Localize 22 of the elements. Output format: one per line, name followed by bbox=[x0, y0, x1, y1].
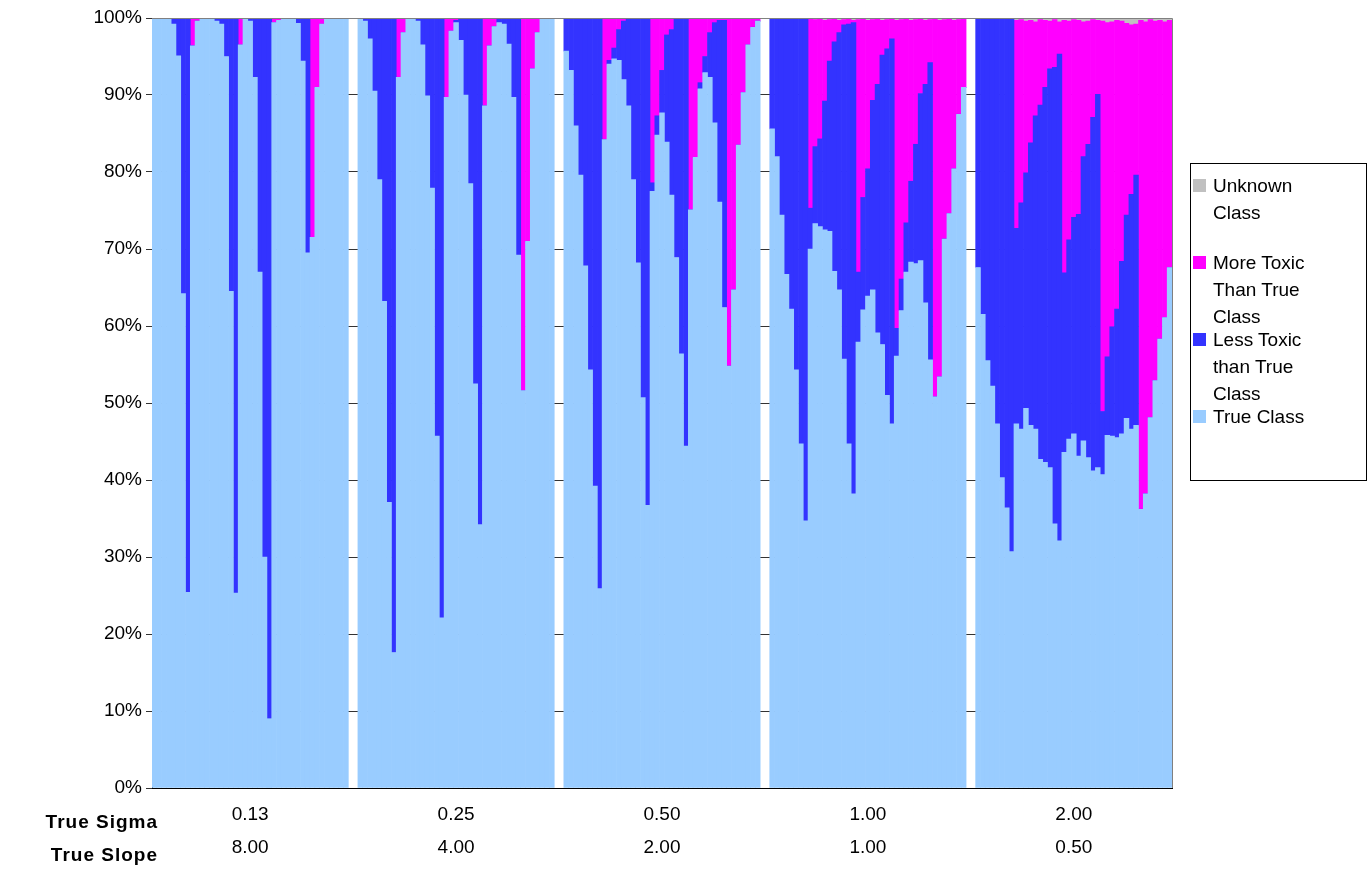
legend-label: Less Toxic than True Class bbox=[1213, 328, 1303, 406]
x-tick-label: 0.50 2.00 bbox=[643, 802, 681, 857]
legend-label: Unknown Class bbox=[1213, 174, 1294, 225]
y-tick-label: 10% bbox=[103, 699, 143, 721]
y-tick-label: 100% bbox=[93, 6, 143, 28]
x-tick-label: 0.13 8.00 bbox=[231, 802, 269, 857]
text: True Slope bbox=[50, 844, 158, 866]
y-tick-label: 90% bbox=[103, 83, 143, 105]
legend-label: More Toxic Than True Class bbox=[1213, 251, 1306, 329]
y-tick-label: 20% bbox=[103, 622, 143, 644]
y-tick-label: 70% bbox=[103, 237, 143, 259]
y-tick-label: 80% bbox=[103, 160, 143, 182]
y-tick-label: 60% bbox=[103, 314, 143, 336]
x-tick-label: 0.25 4.00 bbox=[437, 802, 475, 857]
text: True Sigma bbox=[45, 811, 158, 833]
y-tick-label: 30% bbox=[103, 545, 143, 567]
y-tick-label: 40% bbox=[103, 468, 143, 490]
y-tick-label: 50% bbox=[103, 391, 143, 413]
x-tick-label: 1.00 1.00 bbox=[849, 802, 887, 857]
x-tick-label: 2.00 0.50 bbox=[1055, 802, 1093, 857]
y-tick-label: 0% bbox=[114, 776, 143, 798]
legend-label: True Class bbox=[1213, 405, 1306, 429]
